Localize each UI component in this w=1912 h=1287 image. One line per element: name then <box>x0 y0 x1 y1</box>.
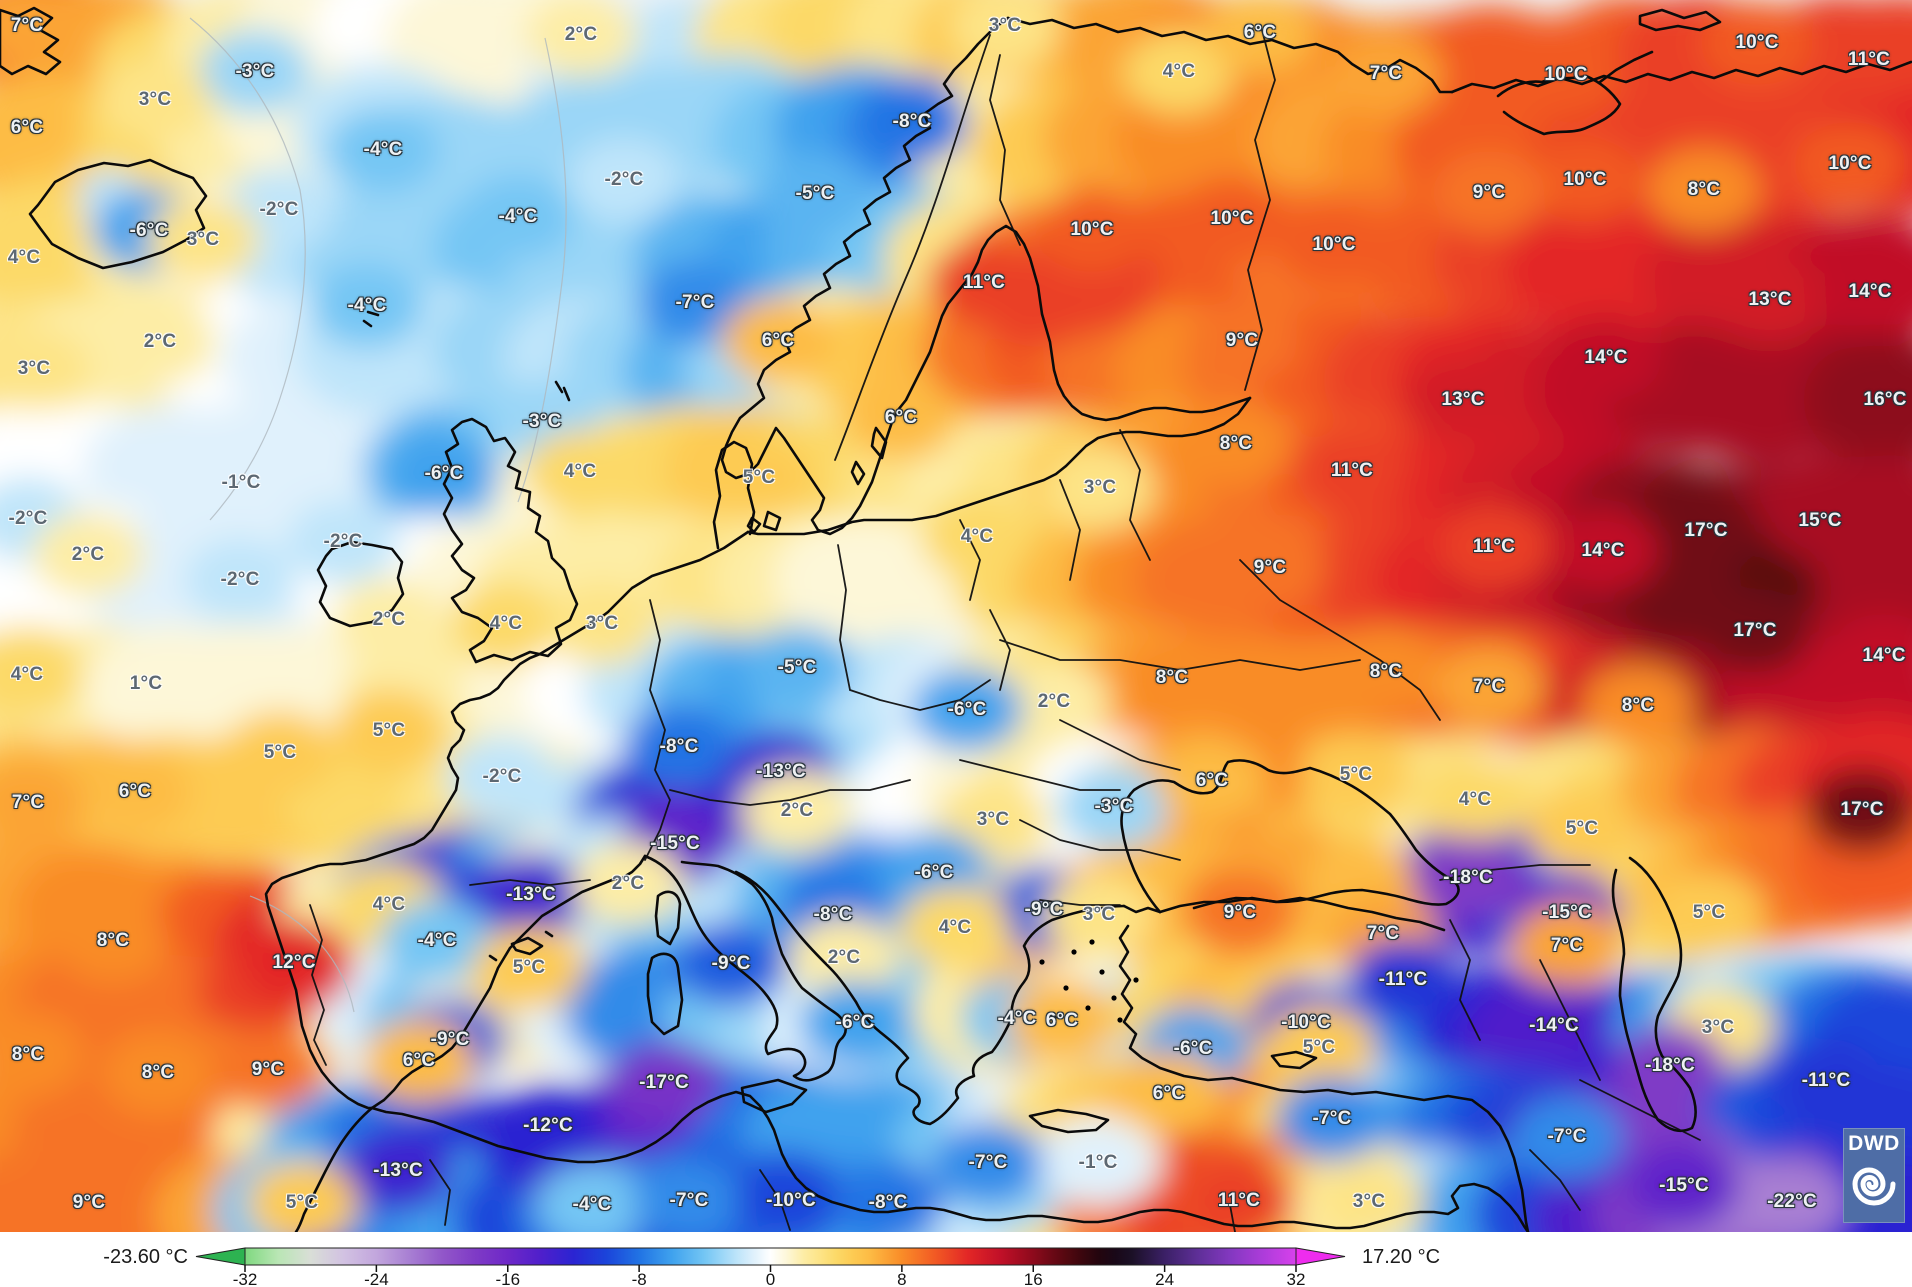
colorbar-tick-label: -16 <box>495 1270 520 1287</box>
aegean-islands <box>1039 939 1139 1023</box>
colorbar-gradient-bar <box>244 1247 1297 1266</box>
dwd-spiral-icon <box>1852 1167 1896 1206</box>
colorbar: -32 -24 -16 -8 0 8 16 24 32 -23.60 °C 17.20 °C <box>103 1246 1440 1287</box>
colorbar-tick-label: 16 <box>1024 1270 1043 1287</box>
colorbar-tick-label: 32 <box>1287 1270 1306 1287</box>
colorbar-tick-label: -32 <box>233 1270 258 1287</box>
dwd-logo: DWD <box>1843 1128 1905 1223</box>
min-temperature-label: -23.60 °C <box>103 1246 188 1268</box>
colorbar-tick-label: 0 <box>766 1270 775 1287</box>
colorbar-tick-label: 8 <box>897 1270 906 1287</box>
colorbar-tick-label: -8 <box>632 1270 647 1287</box>
colorbar-tick-label: 24 <box>1155 1270 1174 1287</box>
colorbar-ticks: -32 -24 -16 -8 0 8 16 24 32 <box>233 1265 1306 1287</box>
dwd-logo-text: DWD <box>1848 1132 1900 1155</box>
colorbar-right-arrow <box>1295 1247 1346 1266</box>
country-borders <box>0 6 1912 1232</box>
colorbar-left-arrow <box>195 1247 246 1266</box>
colorbar-tick-label: -24 <box>364 1270 389 1287</box>
inland-borders <box>309 29 1701 1232</box>
map-area: 7°C 2°C 3°C -3°C 4°C 6°C 7°C 10°C 10°C 11°C 3°C 6°C… <box>0 0 1912 1232</box>
sea-contour-lines <box>189 17 567 1013</box>
temperature-shading <box>0 0 1912 1232</box>
temperature-anomaly-field <box>0 0 1912 1232</box>
max-temperature-label: 17.20 °C <box>1362 1246 1440 1268</box>
